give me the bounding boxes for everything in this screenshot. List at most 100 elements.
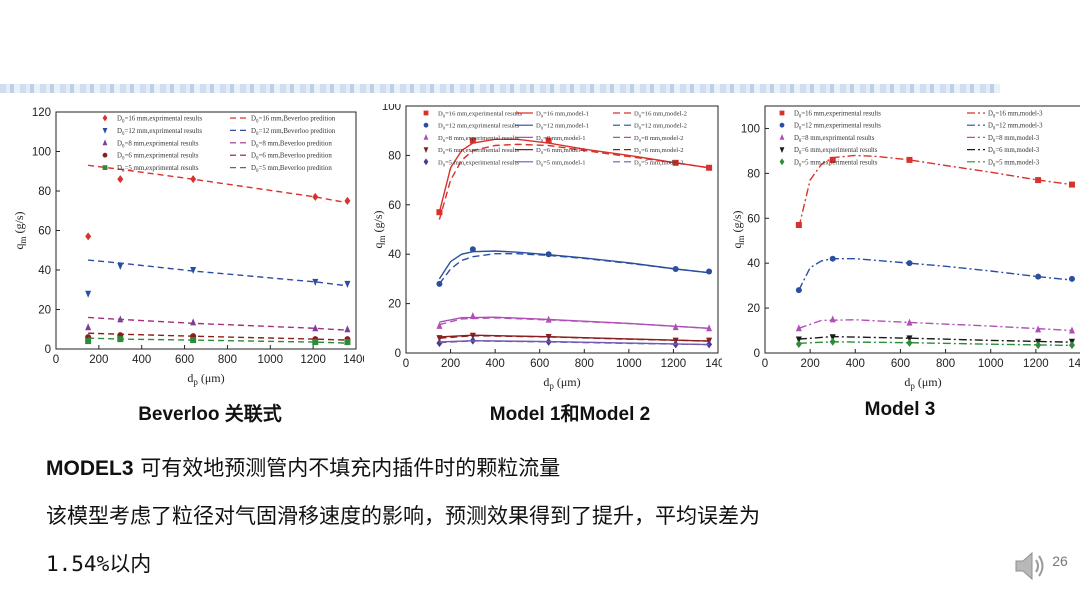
legend-label: D0=16 mm,model-1 xyxy=(536,111,589,119)
data-point xyxy=(706,268,713,275)
y-tick-label: 40 xyxy=(747,258,760,270)
caption-model-3: Model 3 xyxy=(864,399,936,420)
x-axis-label: dp (μm) xyxy=(187,371,224,387)
data-point xyxy=(344,280,351,288)
data-point xyxy=(469,246,476,253)
series-line xyxy=(439,317,710,329)
legend-label: D0=8 mm,experimental results xyxy=(438,135,519,143)
series-line xyxy=(88,337,348,344)
body-line-2: 该模型考虑了粒径对气固滑移速度的影响，预测效果得到了提升，平均误差为 xyxy=(46,504,760,528)
x-tick-label: 1200 xyxy=(661,358,687,370)
y-tick-label: 20 xyxy=(747,303,760,315)
y-axis-label: qm (g/s) xyxy=(12,211,28,249)
legend-label: D0=12 mm,exprimental results xyxy=(117,128,202,137)
data-point xyxy=(117,175,124,184)
legend-marker xyxy=(423,122,429,128)
y-tick-label: 20 xyxy=(388,299,401,311)
data-point xyxy=(829,156,836,163)
series-line xyxy=(798,341,1073,347)
legend-marker xyxy=(423,158,429,166)
x-tick-label: 1200 xyxy=(1023,358,1049,370)
legend-marker xyxy=(779,158,785,166)
legend-marker xyxy=(779,134,785,140)
data-point xyxy=(312,324,319,332)
data-point xyxy=(312,278,319,286)
body-line-1: MODEL3 可有效地预测管内不填充内插件时的颗粒流量 xyxy=(46,452,560,482)
legend-marker xyxy=(102,152,108,158)
data-point xyxy=(85,232,92,241)
legend-label: D0=5 mm,experimental results xyxy=(438,159,519,167)
legend-label: D0=16 mm,experimental results xyxy=(438,111,523,119)
data-point xyxy=(906,338,913,347)
y-tick-label: 80 xyxy=(38,186,51,198)
legend-label: D0=5 mm,model-3 xyxy=(988,159,1040,168)
legend-marker xyxy=(423,134,429,140)
x-tick-label: 1000 xyxy=(616,358,642,370)
y-tick-label: 100 xyxy=(382,104,401,113)
x-tick-label: 200 xyxy=(801,358,820,370)
legend-label: D0=16 mm,model-2 xyxy=(634,111,687,119)
y-tick-label: 60 xyxy=(38,226,51,238)
data-point xyxy=(344,325,351,333)
series-line xyxy=(88,259,348,287)
legend-label: D0=6 mm,model-3 xyxy=(988,147,1040,156)
y-tick-label: 0 xyxy=(754,348,760,360)
y-tick-label: 0 xyxy=(45,344,51,356)
x-tick-label: 800 xyxy=(218,354,237,366)
legend-label: D0=16 mm,Beverloo predition xyxy=(251,116,336,125)
x-tick-label: 800 xyxy=(936,358,955,370)
y-tick-label: 100 xyxy=(741,123,760,135)
plot-frame xyxy=(405,105,719,354)
legend-label: D0=6 mm,exprimental results xyxy=(117,153,199,162)
legend-label: D0=12 mm,model-2 xyxy=(634,123,687,131)
data-point xyxy=(829,315,836,323)
decorative-band xyxy=(0,84,1000,93)
data-point xyxy=(906,156,913,163)
y-tick-label: 120 xyxy=(32,107,51,119)
legend-label: D0=12 mm,model-3 xyxy=(988,123,1043,132)
x-tick-label: 0 xyxy=(762,358,768,370)
x-tick-label: 400 xyxy=(486,358,505,370)
speaker-icon[interactable] xyxy=(1012,548,1048,588)
series-line xyxy=(798,335,1073,343)
x-tick-label: 200 xyxy=(441,358,460,370)
x-tick-label: 400 xyxy=(132,354,151,366)
legend-label: D0=12 mm,Beverloo predition xyxy=(251,128,336,137)
legend-label: D0=5 mm,model-1 xyxy=(536,159,586,167)
legend-label: D0=5 mm,experimental results xyxy=(794,159,878,168)
y-axis-label: qm (g/s) xyxy=(371,210,387,248)
legend-label: D0=8 mm,exprimental results xyxy=(117,140,199,149)
legend-marker xyxy=(102,128,108,134)
legend-label: D0=5 mm,exprimental results xyxy=(117,165,199,174)
series-line xyxy=(439,334,710,342)
data-point xyxy=(545,333,552,341)
series-line xyxy=(88,332,348,341)
legend-label: D0=12 mm,model-1 xyxy=(536,123,589,131)
legend-label: D0=5 mm,model-2 xyxy=(634,159,684,167)
data-point xyxy=(1068,275,1075,282)
caption-beverloo: Beverloo 关联式 xyxy=(138,404,282,425)
legend-label: D0=8 mm,model-3 xyxy=(988,135,1040,144)
data-point xyxy=(344,339,351,346)
data-point xyxy=(85,290,92,298)
legend-label: D0=12 mm,exprimental results xyxy=(438,123,520,131)
legend-label: D0=6 mm,Beverloo predition xyxy=(251,153,332,162)
legend-label: D0=12 mm,experimental results xyxy=(794,123,881,132)
plot-frame xyxy=(764,105,1080,354)
body-line-1-text: 可有效地预测管内不填充内插件时的颗粒流量 xyxy=(133,456,561,480)
data-point xyxy=(545,137,552,144)
x-tick-label: 1000 xyxy=(257,354,283,366)
y-tick-label: 100 xyxy=(32,147,51,159)
y-tick-label: 60 xyxy=(388,200,401,212)
x-tick-label: 600 xyxy=(530,358,549,370)
y-tick-label: 0 xyxy=(395,348,401,360)
data-point xyxy=(436,321,443,329)
